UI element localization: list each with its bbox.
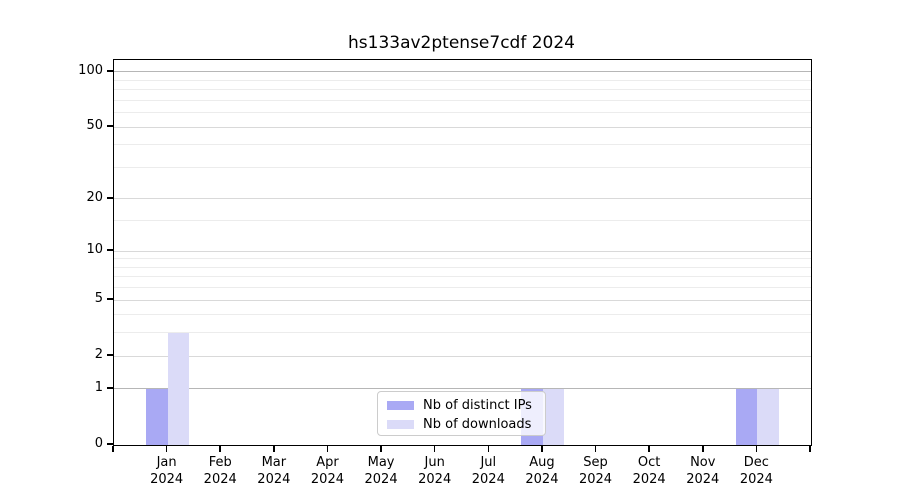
gridline	[114, 126, 811, 128]
x-tick-label: Jan 2024	[150, 455, 184, 487]
x-tick	[541, 445, 543, 452]
gridline	[114, 276, 811, 278]
gridline	[114, 266, 811, 268]
x-tick	[165, 445, 168, 452]
x-tick-label: Sep 2024	[578, 455, 613, 487]
x-tick	[755, 445, 758, 452]
y-tick-label: 0	[94, 436, 103, 451]
gridline	[114, 166, 811, 168]
y-tick	[107, 387, 113, 389]
gridline	[114, 388, 811, 390]
gridline	[114, 89, 811, 91]
gridline	[114, 198, 811, 200]
gridline	[114, 314, 811, 316]
y-tick	[107, 443, 113, 445]
y-tick	[107, 298, 113, 300]
gridline	[114, 258, 811, 260]
y-tick	[107, 70, 113, 72]
y-tick	[107, 354, 113, 356]
y-tick-label: 100	[78, 62, 103, 78]
bar-downloads-aug	[542, 388, 565, 445]
bar-downloads-dec	[757, 388, 779, 445]
x-tick-label: Jul 2024	[471, 455, 505, 487]
y-tick-label: 20	[86, 189, 103, 205]
x-tick	[219, 445, 221, 452]
x-tick	[809, 445, 811, 452]
y-tick-label: 50	[86, 118, 103, 134]
y-tick-label: 1	[94, 379, 103, 395]
gridline	[114, 79, 811, 81]
x-tick-label: Mar 2024	[257, 455, 291, 487]
x-tick-label: Feb 2024	[203, 455, 237, 487]
y-tick-label: 2	[94, 347, 103, 363]
x-tick	[702, 445, 704, 452]
plot-area	[113, 59, 812, 446]
bar-distinct-ips-dec	[735, 388, 758, 445]
bar-downloads-jan	[167, 332, 190, 445]
x-tick-label: Jun 2024	[418, 455, 452, 487]
x-tick	[594, 445, 597, 452]
x-tick	[433, 445, 436, 452]
gridline	[114, 287, 811, 289]
legend-label-downloads: Nb of downloads	[423, 417, 532, 432]
legend-label-distinct-ips: Nb of distinct IPs	[423, 398, 532, 413]
legend: Nb of distinct IPs Nb of downloads	[377, 391, 546, 436]
x-tick	[487, 445, 490, 452]
x-tick-label: May 2024	[364, 455, 398, 487]
x-tick-label: Dec 2024	[739, 455, 773, 487]
x-tick-label: Nov 2024	[686, 455, 720, 487]
y-tick-label: 10	[86, 242, 103, 258]
y-tick-label: 5	[94, 291, 103, 307]
x-tick	[326, 445, 329, 452]
x-tick	[380, 445, 382, 452]
x-tick	[648, 445, 650, 452]
y-tick	[107, 197, 113, 199]
x-tick-label: Aug 2024	[525, 455, 559, 487]
gridline	[114, 112, 811, 114]
legend-item-downloads: Nb of downloads	[378, 415, 545, 434]
gridline	[114, 332, 811, 334]
legend-swatch-distinct-ips	[387, 401, 414, 410]
gridline	[114, 250, 811, 252]
gridline	[114, 220, 811, 222]
y-tick	[107, 249, 113, 251]
gridline	[114, 299, 811, 301]
gridline	[114, 355, 811, 357]
bar-distinct-ips-jan	[146, 388, 168, 445]
x-tick	[112, 445, 114, 452]
y-tick	[107, 125, 113, 127]
chart-title: hs133av2ptense7cdf 2024	[348, 33, 575, 53]
x-tick-label: Oct 2024	[632, 455, 666, 487]
gridline	[114, 71, 811, 73]
legend-item-distinct-ips: Nb of distinct IPs	[378, 396, 545, 415]
gridline	[114, 144, 811, 146]
legend-swatch-downloads	[387, 420, 414, 429]
gridline	[114, 99, 811, 101]
x-tick	[273, 445, 275, 452]
x-tick-label: Apr 2024	[310, 455, 344, 487]
